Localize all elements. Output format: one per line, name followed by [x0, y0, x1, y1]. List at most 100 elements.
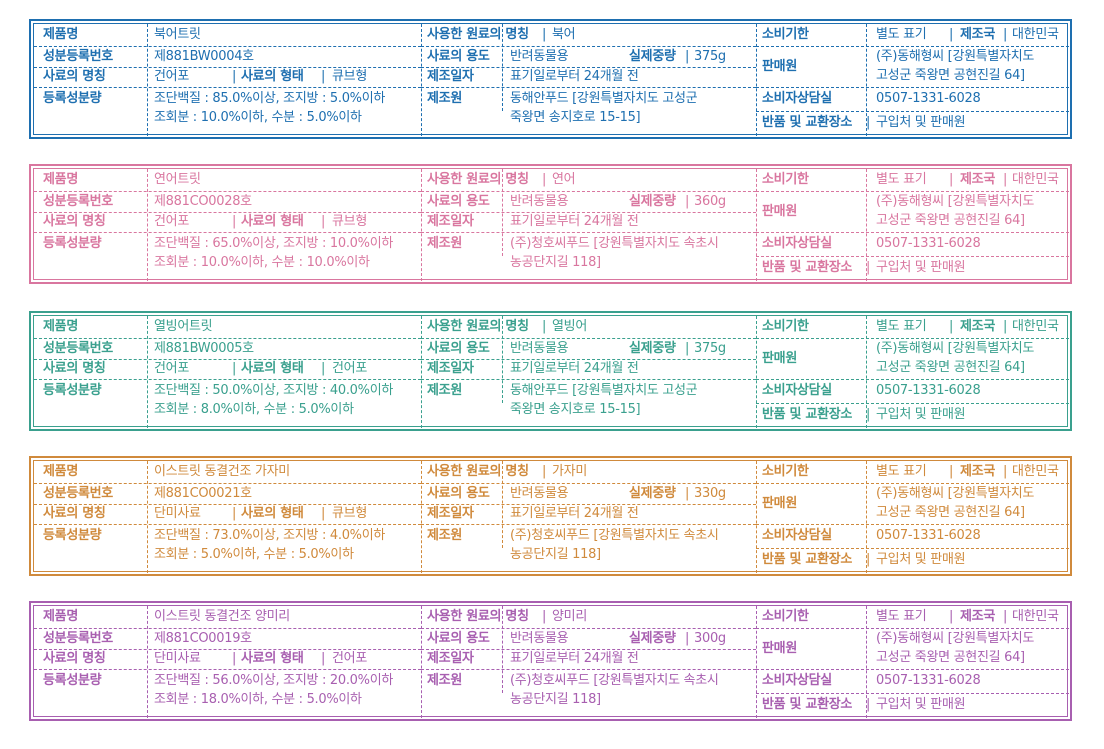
expiry-value: 별도 표기: [876, 464, 927, 479]
divider: |: [321, 506, 326, 521]
feed-use-label: 사료의 용도: [427, 194, 490, 209]
return-place-value: 구입처 및 판매원: [876, 407, 966, 422]
net-weight-label: 실제중량: [629, 49, 676, 64]
raw-material-label: 사용한 원료의 명칭: [427, 172, 529, 187]
feed-use-value: 반려동물용: [510, 486, 569, 501]
return-place-label: 반품 및 교환장소: [762, 697, 853, 712]
manufacturer-label: 제조원: [427, 91, 462, 106]
divider: |: [866, 552, 871, 567]
feed-use-value: 반려동물용: [510, 194, 569, 209]
feed-name-label: 사료의 명칭: [43, 651, 106, 666]
manufacturer-line1: 동해안푸드 [강원특별자치도 고성군: [510, 383, 698, 398]
product-label-card: 제품명 이스트릿 동결건조 가자미 성분등록번호 제881CO0021호 사료의…: [29, 456, 1072, 576]
manufacturer-label: 제조원: [427, 528, 462, 543]
raw-material-value: 연어: [552, 172, 576, 187]
divider: |: [542, 27, 547, 42]
country-value: 대한민국: [1012, 319, 1059, 334]
divider: |: [321, 69, 326, 84]
return-place-label: 반품 및 교환장소: [762, 407, 853, 422]
label-table: 제품명 열빙어트릿 성분등록번호 제881BW0005호 사료의 명칭 건어포 …: [33, 315, 1069, 428]
return-place-value: 구입처 및 판매원: [876, 697, 966, 712]
country-value: 대한민국: [1012, 464, 1059, 479]
divider: |: [232, 651, 237, 666]
feed-use-label: 사료의 용도: [427, 341, 490, 356]
net-weight-value: 360g: [694, 194, 726, 209]
product-name-label: 제품명: [43, 27, 78, 42]
expiry-value: 별도 표기: [876, 172, 927, 187]
reg-no-label: 성분등록번호: [43, 194, 113, 209]
manufacturer-label: 제조원: [427, 673, 462, 688]
seller-line1: (주)동해형씨 [강원특별자치도: [876, 341, 1035, 356]
country-value: 대한민국: [1012, 609, 1059, 624]
divider: |: [321, 651, 326, 666]
feed-form-label: 사료의 형태: [241, 651, 304, 666]
manufacturer-line2: 죽왕면 송지호로 15-15]: [510, 110, 641, 125]
country-label: 제조국: [960, 319, 995, 334]
return-place-value: 구입처 및 판매원: [876, 552, 966, 567]
divider: |: [1003, 609, 1008, 624]
expiry-label: 소비기한: [762, 464, 809, 479]
net-weight-value: 375g: [694, 341, 726, 356]
reg-no-label: 성분등록번호: [43, 631, 113, 646]
seller-line1: (주)동해형씨 [강원특별자치도: [876, 631, 1035, 646]
expiry-label: 소비기한: [762, 319, 809, 334]
divider: |: [949, 172, 954, 187]
divider: |: [685, 49, 690, 64]
raw-material-value: 열빙어: [552, 319, 587, 334]
expiry-label: 소비기한: [762, 609, 809, 624]
reg-components-label: 등록성분량: [43, 236, 102, 251]
net-weight-value: 300g: [694, 631, 726, 646]
divider: |: [1003, 172, 1008, 187]
raw-material-value: 가자미: [552, 464, 587, 479]
cs-phone-value: 0507-1331-6028: [876, 236, 981, 251]
expiry-value: 별도 표기: [876, 27, 927, 42]
seller-line2: 고성군 죽왕면 공현진길 64]: [876, 213, 1025, 228]
return-place-value: 구입처 및 판매원: [876, 260, 966, 275]
reg-components-label: 등록성분량: [43, 673, 102, 688]
mfg-date-label: 제조일자: [427, 69, 474, 84]
feed-use-value: 반려동물용: [510, 49, 569, 64]
divider: |: [1003, 319, 1008, 334]
seller-line2: 고성군 죽왕면 공현진길 64]: [876, 360, 1025, 375]
reg-components-label: 등록성분량: [43, 383, 102, 398]
feed-name-label: 사료의 명칭: [43, 361, 106, 376]
reg-no-value: 제881BW0004호: [154, 49, 254, 64]
components-line1: 조단백질 : 65.0%이상, 조지방 : 10.0%이하: [154, 236, 394, 251]
feed-form-value: 큐브형: [332, 69, 367, 84]
product-label-card: 제품명 열빙어트릿 성분등록번호 제881BW0005호 사료의 명칭 건어포 …: [29, 311, 1072, 431]
divider: |: [685, 631, 690, 646]
divider: |: [542, 609, 547, 624]
feed-name-label: 사료의 명칭: [43, 214, 106, 229]
mfg-date-value: 표기일로부터 24개월 전: [510, 651, 639, 666]
return-place-value: 구입처 및 판매원: [876, 115, 966, 130]
seller-line1: (주)동해형씨 [강원특별자치도: [876, 486, 1035, 501]
reg-components-label: 등록성분량: [43, 91, 102, 106]
manufacturer-label: 제조원: [427, 236, 462, 251]
reg-no-value: 제881CO0028호: [154, 194, 252, 209]
country-label: 제조국: [960, 27, 995, 42]
components-line2: 조회분 : 10.0%이하, 수분 : 10.0%이하: [154, 255, 370, 270]
product-name-label: 제품명: [43, 172, 78, 187]
cs-phone-value: 0507-1331-6028: [876, 528, 981, 543]
divider: |: [232, 361, 237, 376]
product-name-value: 열빙어트릿: [154, 319, 213, 334]
raw-material-label: 사용한 원료의 명칭: [427, 609, 529, 624]
net-weight-label: 실제중량: [629, 341, 676, 356]
seller-label: 판매원: [762, 59, 797, 74]
divider: |: [866, 697, 871, 712]
label-table: 제품명 북어트릿 성분등록번호 제881BW0004호 사료의 명칭 건어포 |…: [33, 23, 1069, 136]
net-weight-value: 330g: [694, 486, 726, 501]
feed-name-value: 건어포: [154, 361, 189, 376]
seller-line2: 고성군 죽왕면 공현진길 64]: [876, 650, 1025, 665]
reg-no-label: 성분등록번호: [43, 49, 113, 64]
raw-material-label: 사용한 원료의 명칭: [427, 464, 529, 479]
seller-line2: 고성군 죽왕면 공현진길 64]: [876, 505, 1025, 520]
product-name-value: 이스트릿 동결건조 양미리: [154, 609, 290, 624]
components-line1: 조단백질 : 50.0%이상, 조지방 : 40.0%이하: [154, 383, 394, 398]
divider: |: [321, 214, 326, 229]
cs-phone-value: 0507-1331-6028: [876, 673, 981, 688]
manufacturer-line1: (주)청호씨푸드 [강원특별자치도 속초시: [510, 528, 719, 543]
divider: |: [949, 609, 954, 624]
product-label-card: 제품명 이스트릿 동결건조 양미리 성분등록번호 제881CO0019호 사료의…: [29, 601, 1072, 721]
cs-phone-value: 0507-1331-6028: [876, 383, 981, 398]
